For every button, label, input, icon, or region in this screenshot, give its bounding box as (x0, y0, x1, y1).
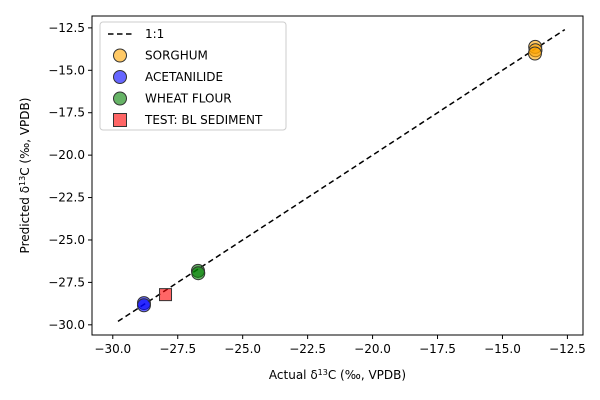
x-tick-label: −17.5 (419, 342, 456, 356)
legend-label: ACETANILIDE (145, 70, 223, 84)
legend-handle-square (113, 113, 127, 127)
legend-label: SORGHUM (145, 49, 208, 63)
x-tick-label: −12.5 (549, 342, 586, 356)
data-point (191, 266, 206, 281)
x-tick-label: −30.0 (94, 342, 131, 356)
y-tick-label: −27.5 (48, 275, 85, 289)
legend-box (99, 21, 287, 131)
x-axis-label: Actual δ13C (‰, VPDB) (269, 368, 406, 383)
legend-handle-circle (113, 91, 127, 106)
plot-frame (91, 15, 584, 336)
data-point (527, 46, 542, 61)
y-tick-label: −20.0 (48, 148, 85, 162)
x-tick-label: −22.5 (289, 342, 326, 356)
y-tick-label: −12.5 (48, 21, 85, 35)
reference-line-1-1 (117, 28, 566, 323)
data-point-square (159, 288, 173, 302)
legend-label: TEST: BL SEDIMENT (144, 113, 263, 127)
legend-handle-circle (113, 70, 127, 84)
x-tick-label: −27.5 (159, 342, 196, 356)
legend-handle-circle (113, 48, 127, 63)
legend-label: 1:1 (145, 27, 164, 41)
y-tick-label: −17.5 (48, 106, 85, 120)
x-tick-label: −25.0 (224, 342, 261, 356)
y-tick-label: −30.0 (48, 318, 85, 332)
y-tick-label: −15.0 (48, 63, 85, 77)
x-tick-label: −15.0 (484, 342, 521, 356)
y-axis-label: Predicted δ13C (‰, VPDB) (18, 98, 33, 254)
x-tick-label: −20.0 (354, 342, 391, 356)
y-tick-label: −25.0 (48, 233, 85, 247)
data-point (136, 298, 151, 313)
legend-label: WHEAT FLOUR (145, 92, 232, 106)
y-tick-label: −22.5 (48, 191, 85, 205)
